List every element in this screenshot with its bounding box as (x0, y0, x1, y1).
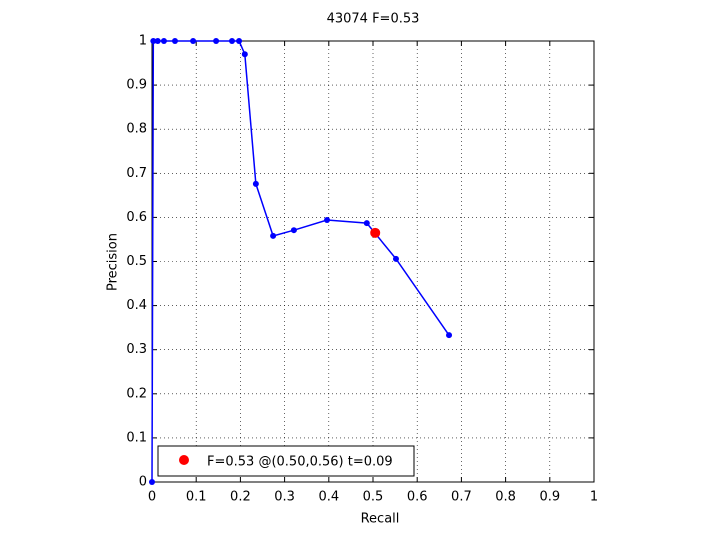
y-tick-label: 0.5 (126, 254, 147, 269)
legend-label: F=0.53 @(0.50,0.56) t=0.09 (207, 455, 393, 470)
y-tick-label: 0.1 (126, 430, 147, 445)
x-tick-label: 0.6 (407, 490, 428, 505)
data-point (446, 332, 453, 339)
x-tick-label: 1 (590, 490, 598, 505)
y-tick-label: 0 (139, 475, 147, 490)
x-tick-label: 0.8 (495, 490, 516, 505)
legend-marker (179, 455, 189, 465)
data-point (392, 255, 399, 262)
y-tick-label: 0.8 (126, 122, 147, 137)
x-tick-label: 0.9 (539, 490, 560, 505)
data-point (241, 51, 248, 58)
data-point (363, 220, 370, 227)
data-point (270, 232, 277, 239)
legend-box (157, 445, 415, 477)
x-tick-label: 0.1 (186, 490, 207, 505)
data-point (190, 38, 197, 44)
chart-title: 43074 F=0.53 (327, 12, 420, 27)
x-tick-label: 0.3 (274, 490, 295, 505)
data-point (236, 38, 243, 44)
x-tick-label: 0.5 (363, 490, 384, 505)
x-axis-label: Recall (361, 512, 400, 527)
x-tick-label: 0.7 (451, 490, 472, 505)
y-tick-label: 0.9 (126, 78, 147, 93)
data-point (324, 217, 331, 224)
data-point (290, 227, 297, 234)
data-point (150, 38, 157, 44)
data-point (370, 227, 381, 238)
data-point (229, 38, 236, 44)
data-point (252, 180, 259, 187)
data-point (171, 38, 178, 44)
x-tick-label: 0 (148, 490, 156, 505)
data-point (213, 38, 220, 44)
y-tick-label: 0.2 (126, 386, 147, 401)
data-point (160, 38, 167, 44)
x-tick-label: 0.2 (230, 490, 251, 505)
data-point (149, 479, 155, 485)
y-axis-label: Precision (106, 233, 121, 291)
y-tick-label: 0.6 (126, 210, 147, 225)
x-tick-label: 0.4 (318, 490, 339, 505)
y-tick-label: 1 (139, 34, 147, 49)
y-tick-label: 0.4 (126, 298, 147, 313)
y-tick-label: 0.7 (126, 166, 147, 181)
data-point (154, 38, 161, 44)
y-tick-label: 0.3 (126, 342, 147, 357)
